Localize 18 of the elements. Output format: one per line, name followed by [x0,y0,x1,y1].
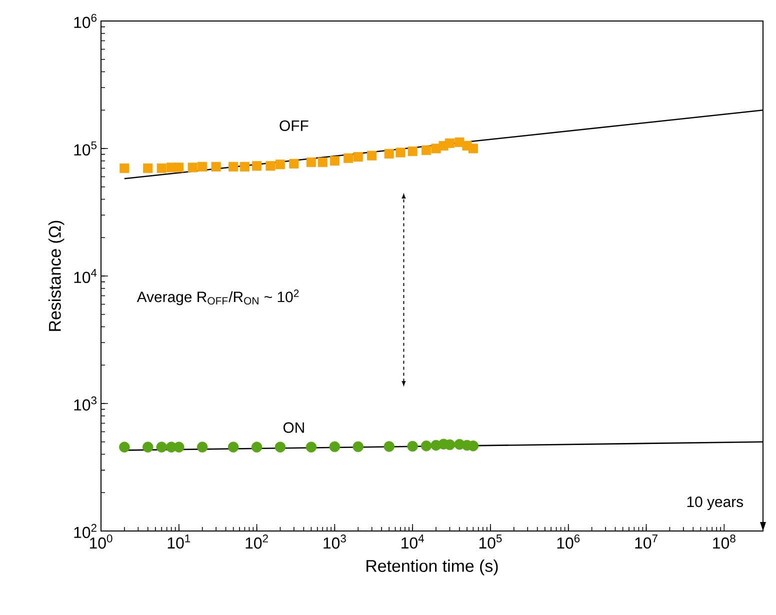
y-tick-label: 10$^{5}$ [74,141,97,156]
y-tick-label: 10$^{4}$ [74,268,97,284]
x-tick-label: 10$^{4}$ [402,534,424,549]
x-tick-label: 10$^{8}$ [713,534,736,549]
x-axis-title: Retention time (s) [366,560,498,576]
y-axis-title: Resistance (Ω) [48,220,64,331]
x-tick-label: 10$^{2}$ [246,534,268,549]
x-tick-label: 10$^{6}$ [557,534,580,549]
series-label: ON [283,422,304,433]
annotation: Average R$_{OFF}$/R$_{ON}$ ~ 10$^{2}$ [136,290,299,306]
annotation: 10 years [687,496,744,510]
y-tick-label: 10$^{6}$ [74,14,96,28]
x-tick-label: 10$^{5}$ [479,534,502,549]
series-label: OFF [280,120,308,131]
x-tick-label: 10$^{1}$ [168,534,190,549]
y-tick-label: 10$^{3}$ [74,396,96,411]
x-tick-label: 10$^{3}$ [324,534,346,549]
x-tick-label: 10$^{7}$ [635,534,658,549]
